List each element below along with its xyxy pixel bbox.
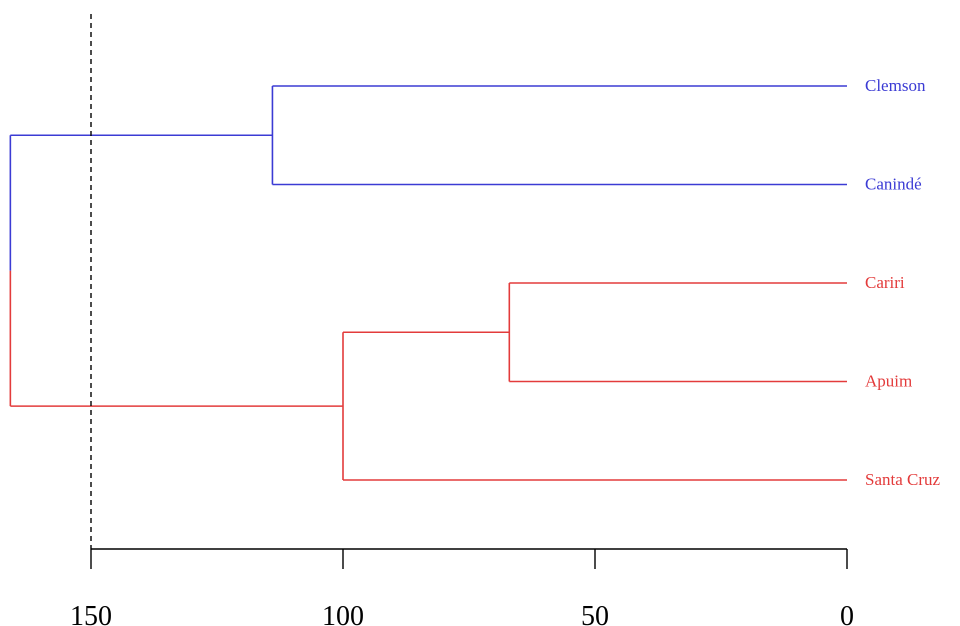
leaf-label: Apuim <box>865 372 912 391</box>
x-tick-label: 0 <box>840 601 854 626</box>
leaf-labels: Clemson Canindé Cariri Apuim Santa Cruz <box>865 76 941 489</box>
leaf-label: Cariri <box>865 273 905 292</box>
x-tick-label: 100 <box>322 601 364 626</box>
x-tick-label: 150 <box>70 601 112 626</box>
leaf-label: Canindé <box>865 175 922 194</box>
dendrogram-branches <box>9 85 847 481</box>
x-axis: 150 100 50 0 <box>70 548 854 626</box>
leaf-label: Santa Cruz <box>865 470 941 489</box>
leaf-label: Clemson <box>865 76 926 95</box>
x-tick-label: 50 <box>581 601 609 626</box>
